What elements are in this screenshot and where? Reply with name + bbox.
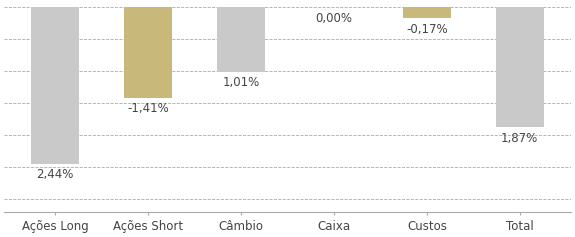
Bar: [217, 7, 265, 72]
Bar: [402, 7, 451, 18]
Text: -0,17%: -0,17%: [406, 23, 448, 36]
Text: 0,00%: 0,00%: [316, 12, 352, 25]
Bar: [31, 7, 79, 164]
Text: 1,87%: 1,87%: [501, 132, 538, 145]
Bar: [124, 7, 172, 98]
Text: 2,44%: 2,44%: [37, 168, 74, 181]
Text: -1,41%: -1,41%: [127, 102, 169, 115]
Bar: [496, 7, 544, 127]
Text: 1,01%: 1,01%: [223, 77, 260, 90]
